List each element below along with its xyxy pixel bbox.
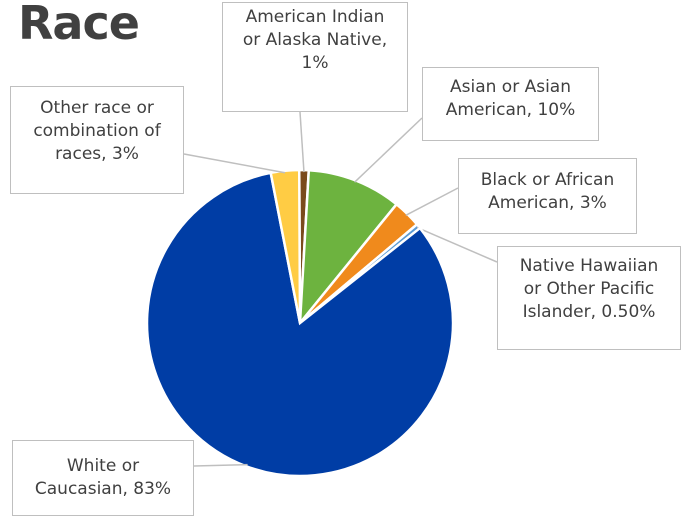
label-other-race: Other race or combination of races, 3% bbox=[10, 86, 184, 194]
leader-line-2 bbox=[405, 187, 459, 216]
leader-line-1 bbox=[354, 117, 423, 183]
leader-line-0 bbox=[299, 111, 305, 173]
label-american-indian: American Indian or Alaska Native, 1% bbox=[222, 2, 408, 112]
pie-slice-5 bbox=[269, 168, 302, 324]
pie-slice-1 bbox=[298, 168, 399, 327]
leader-line-4 bbox=[193, 463, 248, 467]
leader-line-5 bbox=[183, 153, 286, 174]
pie-slice-4 bbox=[145, 171, 455, 478]
label-white: White or Caucasian, 83% bbox=[12, 440, 194, 516]
leader-line-3 bbox=[416, 226, 498, 263]
label-native-hawaiian: Native Hawaiian or Other Pacific Islande… bbox=[497, 246, 681, 350]
label-asian: Asian or Asian American, 10% bbox=[422, 67, 599, 141]
label-black: Black or African American, 3% bbox=[458, 158, 637, 234]
chart-title: Race bbox=[18, 0, 140, 50]
